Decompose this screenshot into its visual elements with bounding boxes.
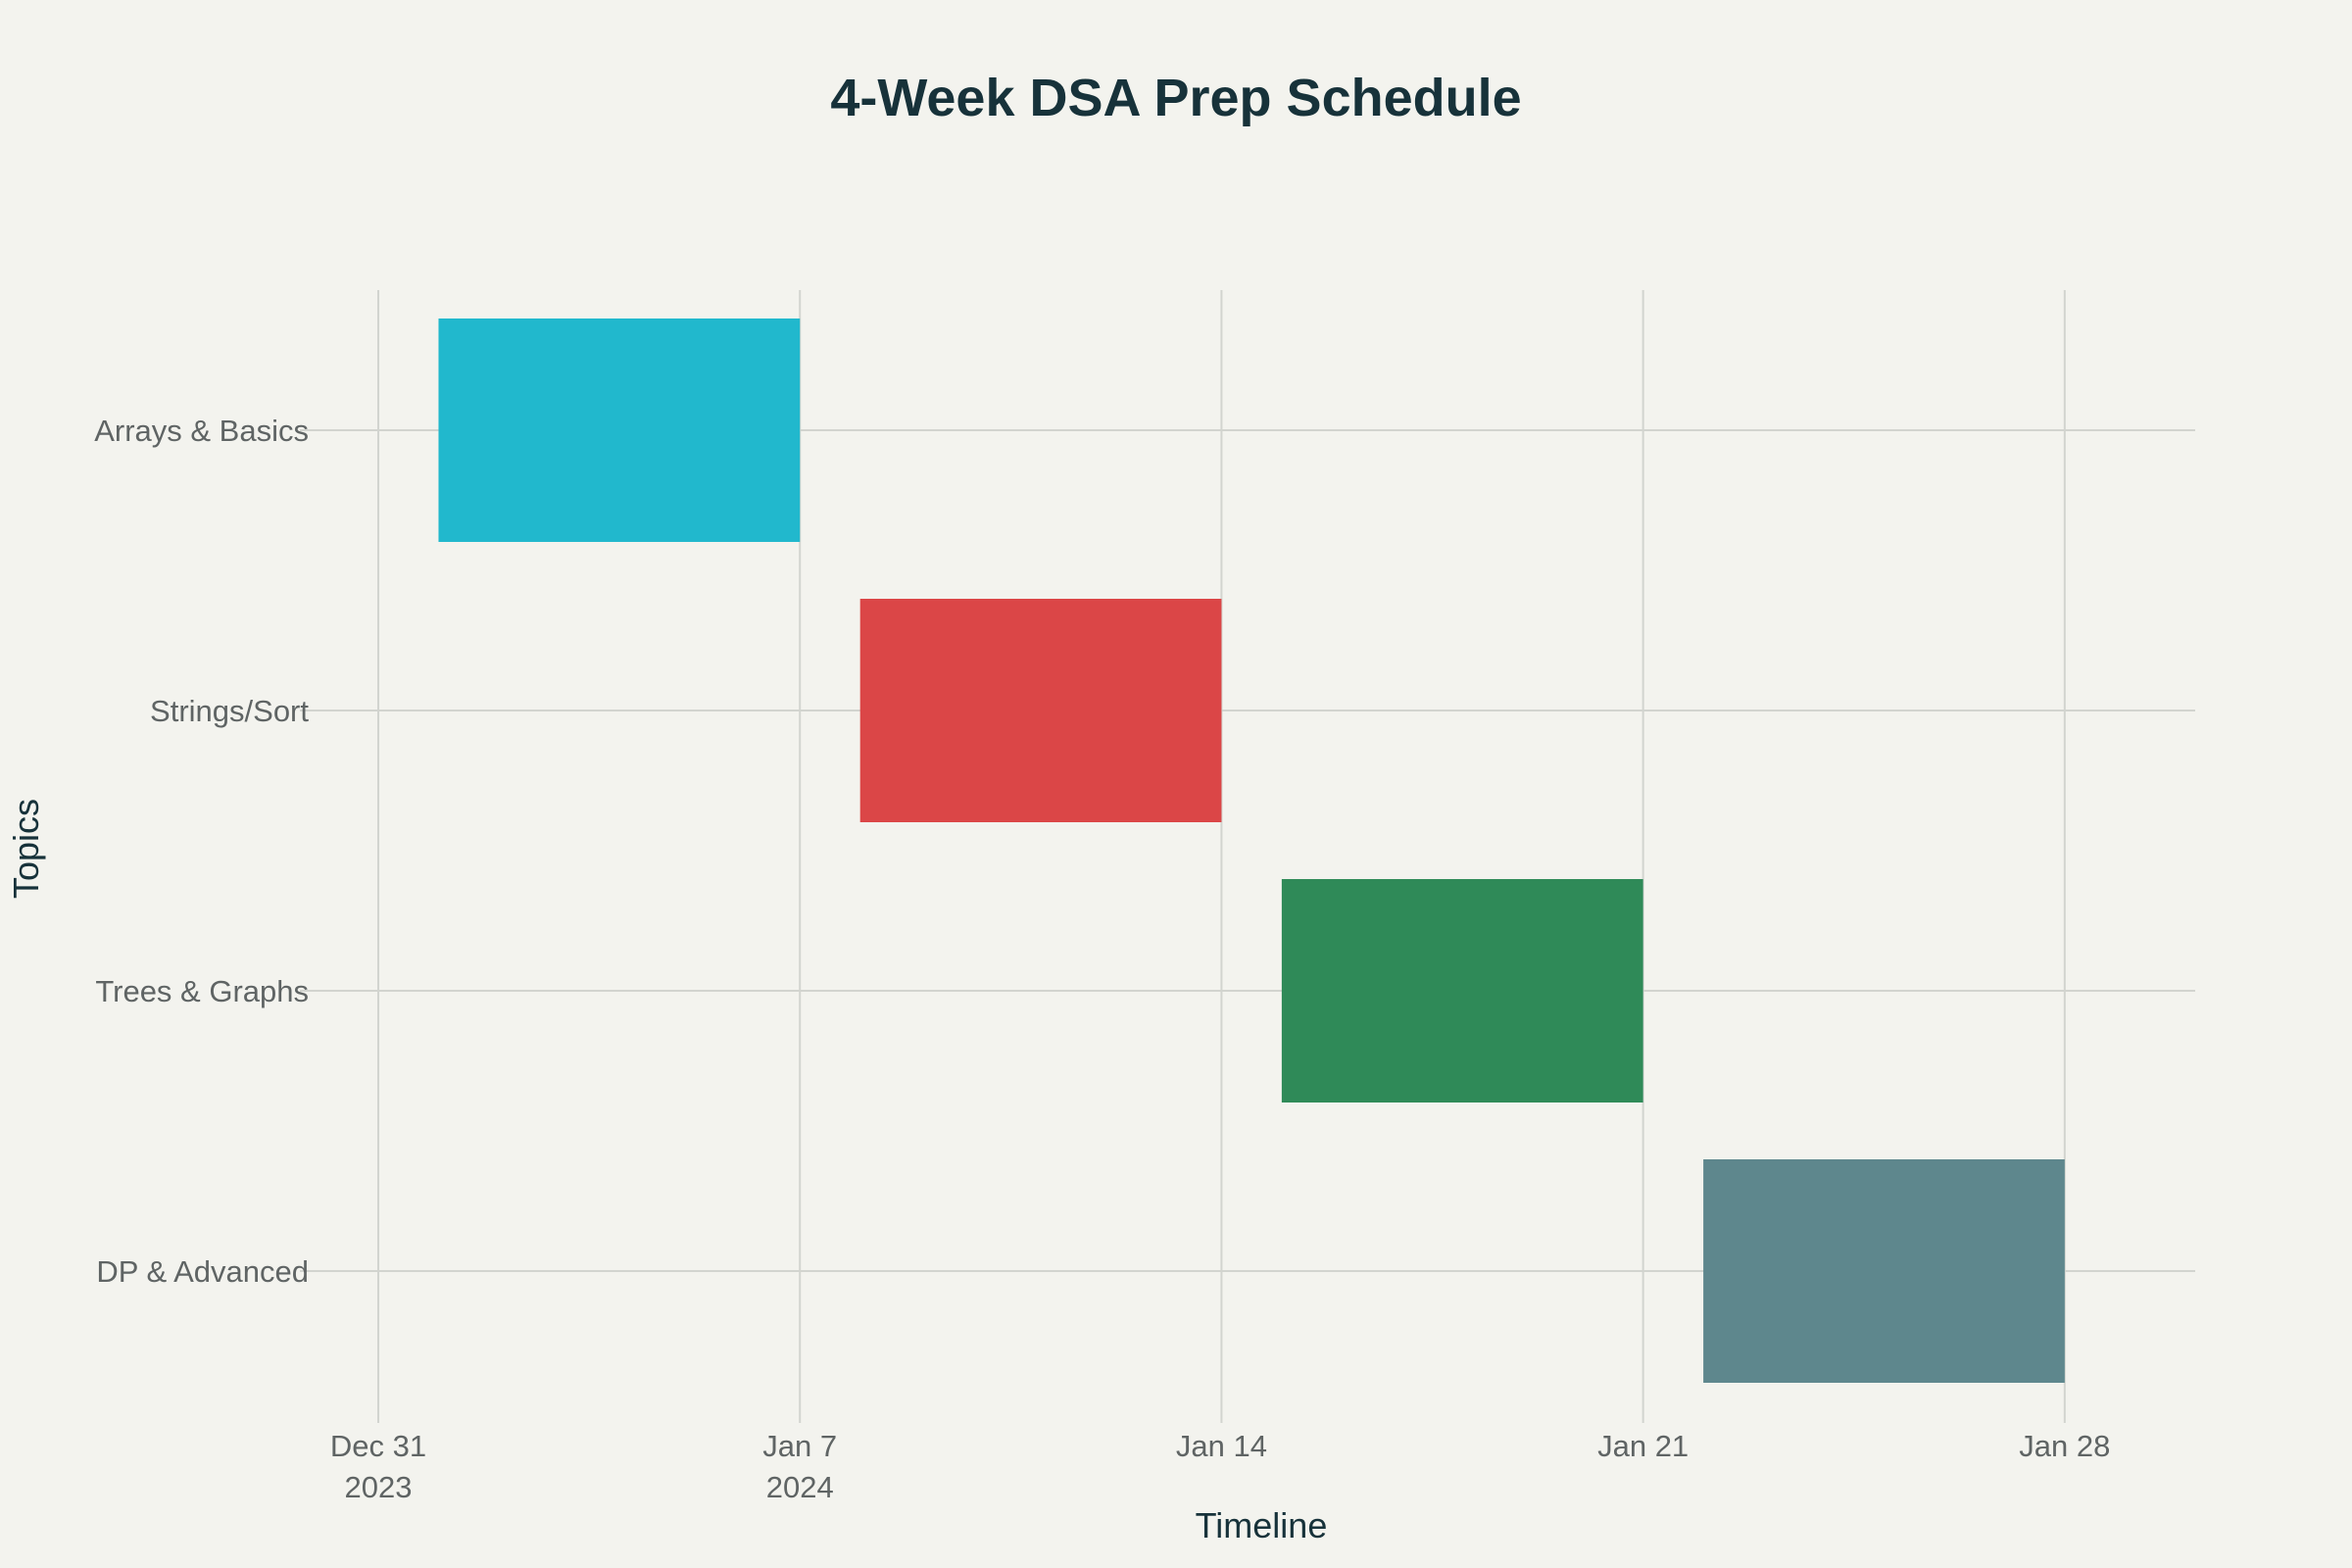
y-tick-labels: Arrays & Basics Strings/Sort Trees & Graph… xyxy=(94,414,309,1289)
x-tick-labels: Dec 31 2023 Jan 7 2024 Jan 14 Jan 21 Jan 28 xyxy=(330,1429,2110,1504)
grid-layer xyxy=(300,290,2195,1423)
bar-layer xyxy=(438,318,2065,1383)
x-tick-sublabel: 2023 xyxy=(345,1470,413,1504)
y-tick-label: Trees & Graphs xyxy=(95,974,309,1008)
x-tick-label: Jan 28 xyxy=(2019,1429,2110,1463)
task-bar xyxy=(1281,879,1643,1102)
task-bar xyxy=(1703,1159,2065,1383)
x-tick-label: Jan 21 xyxy=(1597,1429,1689,1463)
x-axis-title: Timeline xyxy=(1196,1505,1328,1545)
x-tick-label: Jan 7 xyxy=(762,1429,837,1463)
x-tick-label: Jan 14 xyxy=(1176,1429,1267,1463)
task-bar xyxy=(438,318,801,542)
task-bar xyxy=(859,599,1222,822)
x-tick-label: Dec 31 xyxy=(330,1429,426,1463)
y-tick-label: Arrays & Basics xyxy=(94,414,309,448)
y-tick-label: DP & Advanced xyxy=(96,1254,309,1289)
y-tick-label: Strings/Sort xyxy=(150,694,309,728)
chart-title: 4-Week DSA Prep Schedule xyxy=(830,69,1521,127)
x-tick-sublabel: 2024 xyxy=(766,1470,834,1504)
y-axis-title: Topics xyxy=(6,799,46,899)
